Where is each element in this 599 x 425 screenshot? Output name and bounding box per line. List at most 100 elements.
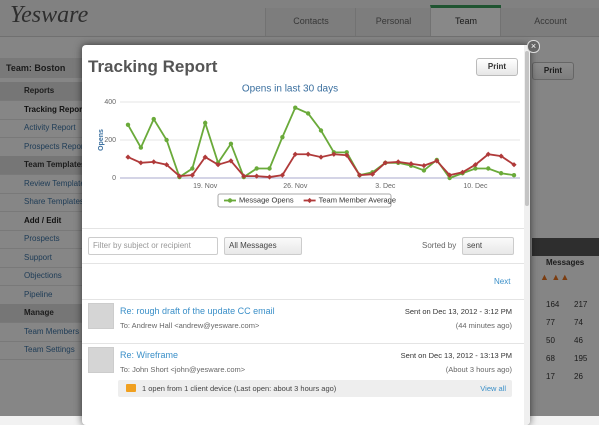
sidebar-link[interactable]: Objections (0, 267, 86, 286)
data-point (305, 151, 311, 157)
data-point (279, 172, 285, 178)
data-point (138, 160, 144, 166)
data-point (241, 173, 247, 179)
data-point (369, 171, 376, 177)
data-point (125, 122, 131, 128)
divider (82, 228, 524, 229)
sidebar-section[interactable]: Reports (0, 82, 86, 101)
data-point (318, 128, 324, 133)
x-tick-label: 3. Dec (375, 183, 396, 190)
data-point (266, 174, 273, 180)
table-cell: 217 (574, 300, 588, 309)
email-recipient: To: Andrew Hall <andrew@yesware.com> (120, 321, 260, 330)
table-cell: 17 (546, 372, 555, 381)
modal: Tracking Report Print Filter by subject … (82, 45, 530, 425)
data-point (421, 168, 427, 173)
sidebar-link[interactable]: Add / Edit (0, 212, 86, 231)
data-point (228, 158, 234, 164)
data-point (472, 162, 478, 168)
sidebar-link[interactable]: Team Settings (0, 341, 86, 360)
close-button[interactable]: × (527, 40, 540, 53)
data-point (498, 171, 504, 176)
sort-select[interactable]: sent (462, 237, 514, 255)
print-button[interactable]: Print (476, 58, 518, 76)
nav-tab[interactable]: Team (430, 5, 501, 36)
chart: Opens in last 30 days Opens 0 200 400 19. N… (98, 84, 520, 208)
sidebar-link[interactable]: Review Templates (0, 175, 86, 194)
data-point (293, 105, 298, 110)
email-sent: Sent on Dec 13, 2012 - 3:12 PM (404, 307, 512, 316)
sidebar-section[interactable]: Team Templates (0, 156, 86, 175)
sidebar: Team: Boston Reports Tracking Report Activ… (0, 58, 86, 416)
table-header-band (532, 238, 599, 256)
table-cell: 68 (546, 354, 555, 363)
sidebar-link[interactable]: Prospects (0, 230, 86, 249)
data-point (125, 154, 131, 160)
email-subject[interactable]: Re: Wireframe (120, 350, 179, 360)
data-point (485, 151, 491, 157)
sidebar-link[interactable]: Share Templates (0, 193, 86, 212)
data-point (331, 151, 337, 157)
background-print-button[interactable]: Print (532, 62, 574, 80)
email-subject[interactable]: Re: rough draft of the update CC email (120, 306, 275, 316)
sidebar-link[interactable]: Support (0, 249, 86, 268)
legend-marker (227, 198, 233, 203)
table-cell: 46 (574, 336, 583, 345)
nav-tab[interactable]: Account (500, 8, 599, 36)
table-cell: 77 (546, 318, 555, 327)
x-tick-label: 19. Nov (193, 183, 218, 190)
data-point (215, 162, 221, 168)
data-point (382, 160, 388, 166)
envelope-icon (126, 384, 136, 392)
view-all-link[interactable]: View all (480, 384, 506, 393)
sort-label: Sorted by (422, 241, 457, 250)
table-cell: 164 (546, 300, 560, 309)
y-axis-label: Opens (98, 129, 105, 151)
data-point (151, 159, 157, 165)
sidebar-link[interactable]: Activity Report (0, 119, 86, 138)
table-cell: 195 (574, 354, 588, 363)
data-point (254, 166, 259, 171)
scrollbar[interactable] (524, 45, 530, 425)
chart-title: Opens in last 30 days (242, 84, 338, 95)
y-tick-label: 400 (104, 99, 116, 106)
sidebar-link[interactable]: Tracking Report (0, 101, 86, 120)
data-point (434, 158, 440, 164)
flame-icons: ▲ ▲▲ (540, 272, 570, 282)
email-row-divider (82, 343, 524, 344)
data-point (267, 166, 272, 171)
series-line (127, 106, 515, 180)
data-point (189, 172, 195, 178)
logo[interactable]: Yesware (10, 2, 89, 28)
legend-label: Team Member Average (319, 195, 396, 204)
sidebar-section[interactable]: Manage (0, 304, 86, 323)
data-point (280, 134, 285, 140)
data-point (292, 151, 298, 157)
data-point (151, 116, 156, 122)
filter-input[interactable]: Filter by subject or recipient (88, 237, 218, 255)
data-point (203, 120, 208, 126)
legend-label: Message Opens (239, 195, 294, 204)
data-point (318, 154, 324, 160)
nav-tab[interactable]: Contacts (265, 8, 356, 36)
data-point (190, 166, 195, 171)
data-point (254, 173, 260, 179)
scrollbar-thumb[interactable] (525, 51, 529, 206)
table-cell: 26 (574, 372, 583, 381)
nav-tab[interactable]: Personal (355, 8, 431, 36)
data-point (473, 166, 478, 171)
avatar (88, 303, 114, 329)
data-point (486, 166, 491, 171)
y-tick-label: 200 (104, 137, 116, 144)
data-point (447, 175, 452, 181)
message-filter-select[interactable]: All Messages (224, 237, 302, 255)
divider (82, 263, 524, 264)
sidebar-link[interactable]: Team Members (0, 323, 86, 342)
next-link[interactable]: Next (494, 277, 511, 286)
data-point (202, 154, 208, 160)
data-point (511, 162, 517, 168)
data-point (421, 163, 427, 169)
data-point (357, 172, 363, 178)
table-cell: 74 (574, 318, 583, 327)
